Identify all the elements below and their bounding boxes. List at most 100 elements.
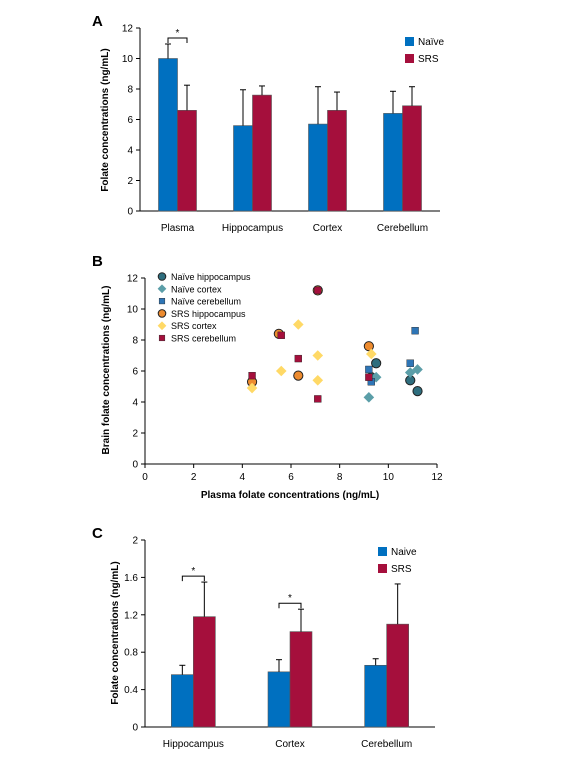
- y-tick-label: 0.8: [124, 648, 138, 659]
- legend-label: Naïve: [418, 37, 445, 48]
- legend-label: SRS: [418, 54, 439, 65]
- point-nave-cerebellum: [411, 327, 419, 335]
- bar-naive-hippocampus: [171, 674, 194, 728]
- y-tick-label: 2: [132, 536, 138, 547]
- panel-a-y-axis-title: Folate concentrations (ng/mL): [100, 48, 111, 191]
- legend-label: Naive: [391, 547, 417, 558]
- point-srs-cortex: [293, 319, 304, 330]
- bar-nave-hippocampus: [233, 125, 253, 212]
- point-srs-cerebellum: [294, 354, 302, 363]
- point-srs-cortex: [246, 382, 258, 394]
- y-tick-label: 1.2: [124, 610, 138, 621]
- x-tick-label: 10: [383, 472, 395, 483]
- significance-star: *: [288, 593, 292, 604]
- bar-srs-hippocampus: [252, 94, 272, 212]
- legend-marker-srs-cortex: [157, 321, 167, 331]
- bar-srs-plasma: [177, 110, 197, 212]
- bar-naive-cortex: [267, 671, 291, 728]
- y-tick-label: 10: [122, 54, 134, 65]
- y-tick-label: 12: [122, 24, 134, 35]
- bar-srs-hippocampus: [193, 616, 216, 728]
- point-srs-cerebellum: [365, 373, 373, 381]
- y-tick-label: 2: [127, 176, 133, 187]
- y-tick-label: 4: [132, 398, 138, 409]
- bar-srs-cortex: [327, 110, 347, 212]
- point-nave-cortex: [404, 367, 416, 378]
- point-srs-cerebellum: [314, 395, 322, 403]
- point-nave-cerebellum: [365, 365, 373, 374]
- panel-c-bar-chart: C Folate concentrations (ng/mL) 0 0.4 0.8 1…: [92, 525, 435, 750]
- legend-label: SRS cerebellum: [171, 334, 236, 344]
- x-tick-label: 6: [288, 472, 294, 483]
- point-srs-cerebellum: [248, 372, 256, 380]
- x-category-label: Cortex: [275, 739, 304, 750]
- bar-srs-cerebellum: [386, 623, 409, 728]
- significance-star: *: [176, 28, 180, 39]
- point-srs-cortex: [312, 375, 324, 386]
- bar-srs-cortex: [289, 631, 313, 728]
- y-tick-label: 12: [127, 274, 139, 285]
- y-tick-label: 2: [132, 429, 138, 440]
- point-nave-hippocampus: [412, 386, 423, 397]
- panel-b-x-axis-title: Plasma folate concentrations (ng/mL): [201, 490, 379, 501]
- x-category-label: Hippocampus: [163, 739, 224, 750]
- panel-c-y-axis-title: Folate concentrations (ng/mL): [110, 561, 121, 704]
- legend-swatch-srs: [378, 564, 387, 573]
- legend-label: Naïve cerebellum: [171, 297, 241, 307]
- legend-marker-srs-cerebellum: [158, 334, 166, 342]
- legend-marker-nave-hippocampus: [157, 272, 167, 281]
- y-tick-label: 0: [132, 723, 138, 734]
- y-tick-label: 6: [132, 367, 138, 378]
- bar-naive-cerebellum: [364, 664, 387, 728]
- y-tick-label: 10: [127, 305, 139, 316]
- y-tick-label: 8: [132, 336, 138, 347]
- y-tick-label: 0: [132, 460, 138, 471]
- x-category-label: Cerebellum: [361, 739, 412, 750]
- x-tick-label: 4: [240, 472, 246, 483]
- x-tick-label: 8: [337, 472, 343, 483]
- legend-swatch-naive: [378, 547, 387, 556]
- legend-label: Naïve cortex: [171, 284, 222, 294]
- significance-bracket: [181, 575, 205, 582]
- y-tick-label: 4: [127, 146, 133, 157]
- x-category-label: Cortex: [313, 223, 342, 234]
- y-tick-label: 0.4: [124, 685, 138, 696]
- panel-b-y-axis-title: Brain folate concentrations (ng/mL): [101, 286, 112, 455]
- panel-b-letter: B: [92, 253, 103, 270]
- point-srs-cortex: [312, 350, 324, 361]
- point-srs-cerebellum: [314, 286, 322, 295]
- bar-srs-cerebellum: [402, 105, 422, 212]
- bar-nave-cortex: [308, 123, 328, 212]
- x-category-label: Cerebellum: [377, 223, 428, 234]
- y-tick-label: 0: [127, 207, 133, 218]
- legend-label: SRS cortex: [171, 321, 217, 331]
- panel-a-bar-chart: A Folate concentrations (ng/mL) 0 2 4 6 8 10 1…: [92, 13, 445, 234]
- bar-nave-cerebellum: [383, 113, 403, 212]
- legend-swatch-nave: [405, 37, 414, 46]
- legend-label: SRS: [391, 564, 412, 575]
- significance-star: *: [191, 566, 195, 577]
- legend-swatch-srs: [405, 54, 414, 63]
- legend-marker-nave-cortex: [157, 284, 167, 294]
- point-srs-cortex: [366, 348, 377, 360]
- panel-c-letter: C: [92, 525, 103, 542]
- y-tick-label: 1.6: [124, 573, 138, 584]
- point-nave-cerebellum: [406, 359, 414, 367]
- point-srs-hippocampus: [293, 370, 304, 381]
- x-tick-label: 2: [191, 472, 197, 483]
- x-category-label: Hippocampus: [222, 223, 283, 234]
- significance-bracket: [278, 602, 302, 609]
- y-tick-label: 8: [127, 85, 133, 96]
- y-tick-label: 6: [127, 115, 133, 126]
- legend-label: SRS hippocampus: [171, 309, 246, 319]
- panel-a-letter: A: [92, 13, 103, 30]
- legend-marker-nave-cerebellum: [158, 298, 166, 305]
- panel-b-scatter-chart: B Brain folate concentrations (ng/mL) Pl…: [92, 253, 443, 501]
- significance-bracket: [167, 37, 188, 44]
- x-tick-label: 0: [142, 472, 148, 483]
- point-nave-cortex: [363, 392, 375, 403]
- point-srs-cortex: [275, 365, 287, 377]
- point-nave-cortex: [412, 364, 423, 375]
- point-srs-cerebellum: [277, 331, 285, 339]
